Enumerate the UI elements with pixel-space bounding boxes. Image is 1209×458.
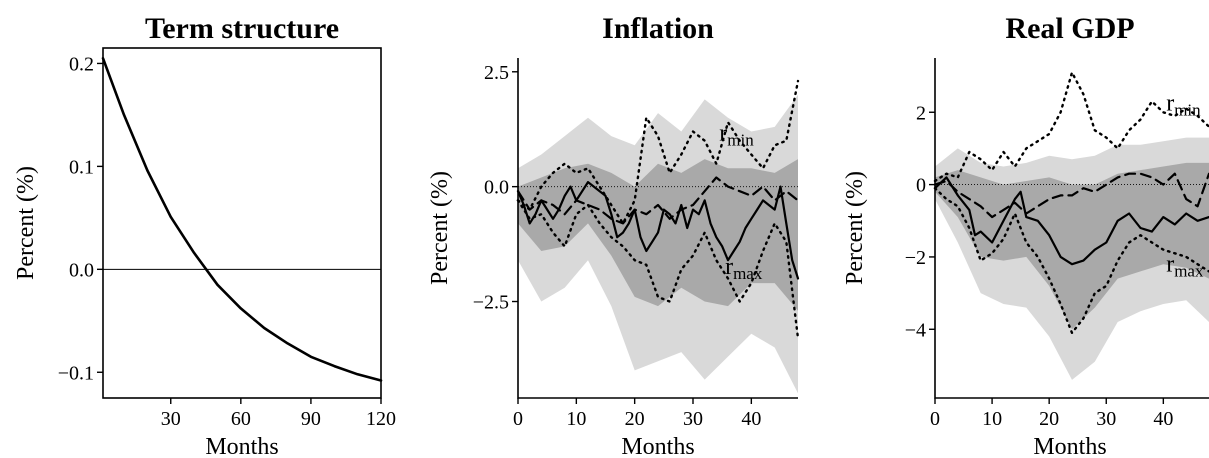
plot-area: 0 10 20 30 40 2.5 0.0 −2.5 rmin rmax [473, 62, 800, 430]
y-tick-label: −4 [905, 319, 926, 341]
x-tick-label: 120 [366, 408, 396, 430]
confidence-band-dark [518, 159, 798, 311]
x-tick-label: 40 [1153, 408, 1173, 430]
panel-title: Real GDP [1005, 12, 1134, 45]
y-tick-label: −2 [905, 247, 926, 269]
x-tick-label: 90 [301, 408, 321, 430]
y-tick-label: 2 [916, 102, 926, 124]
plot-frame [102, 47, 382, 399]
series-line-dotted [933, 187, 1209, 335]
confidence-band-dark [935, 162, 1209, 330]
annotation-r-min: rmin [1166, 90, 1201, 119]
x-axis-label: Months [205, 434, 278, 458]
y-tick-label: 0.2 [69, 53, 94, 75]
x-tick-label: 10 [566, 408, 586, 430]
x-tick-label: 30 [1096, 408, 1116, 430]
x-axis-label: Months [1033, 434, 1106, 458]
x-tick-label: 20 [625, 408, 645, 430]
y-tick-label: 0.0 [69, 259, 94, 281]
series-line-dotted [516, 199, 800, 340]
series-line-dotted [933, 71, 1209, 183]
series-line-solid [933, 176, 1209, 266]
x-tick-label: 0 [930, 408, 940, 430]
plot-area: 30 60 90 120 0.2 0.1 0.0 −0.1 [58, 53, 396, 430]
series-line-dashed [516, 176, 800, 225]
annotation-r-max: rmax [1166, 251, 1204, 280]
y-axis-label: Percent (%) [842, 171, 868, 285]
x-tick-label: 30 [683, 408, 703, 430]
x-tick-label: 40 [741, 408, 761, 430]
y-tick-label: −2.5 [473, 292, 509, 314]
panel-inflation: Inflation 0 10 20 30 40 2.5 0.0 −2.5 rmin rmax Mo… [427, 12, 800, 458]
axis-spines [934, 58, 1209, 399]
annotation-r-max: rmax [725, 254, 763, 283]
series-line-solid [101, 57, 383, 382]
y-axis-label: Percent (%) [427, 171, 453, 285]
x-tick-label: 0 [513, 408, 523, 430]
axis-spines [517, 58, 798, 399]
y-tick-label: 0 [916, 175, 926, 197]
x-tick-label: 60 [231, 408, 251, 430]
x-tick-label: 20 [1039, 408, 1059, 430]
annotation-r-min: rmin [719, 121, 754, 150]
series-line-dashed [933, 172, 1209, 219]
x-axis-label: Months [621, 434, 694, 458]
x-tick-label: 10 [982, 408, 1002, 430]
panel-term-structure: Term structure 30 60 90 120 0.2 0.1 0.0 −0.1 Mo… [13, 12, 396, 458]
y-tick-label: 0.1 [69, 156, 94, 178]
panel-title: Inflation [602, 12, 714, 45]
series-line-solid [516, 181, 800, 280]
series-line-dotted [516, 79, 800, 225]
y-tick-label: 0.0 [484, 177, 509, 199]
y-tick-label: 2.5 [484, 62, 509, 84]
y-tick-label: −0.1 [58, 362, 94, 384]
x-tick-label: 30 [161, 408, 181, 430]
y-axis-label: Percent (%) [13, 166, 39, 280]
panel-title: Term structure [145, 12, 339, 45]
